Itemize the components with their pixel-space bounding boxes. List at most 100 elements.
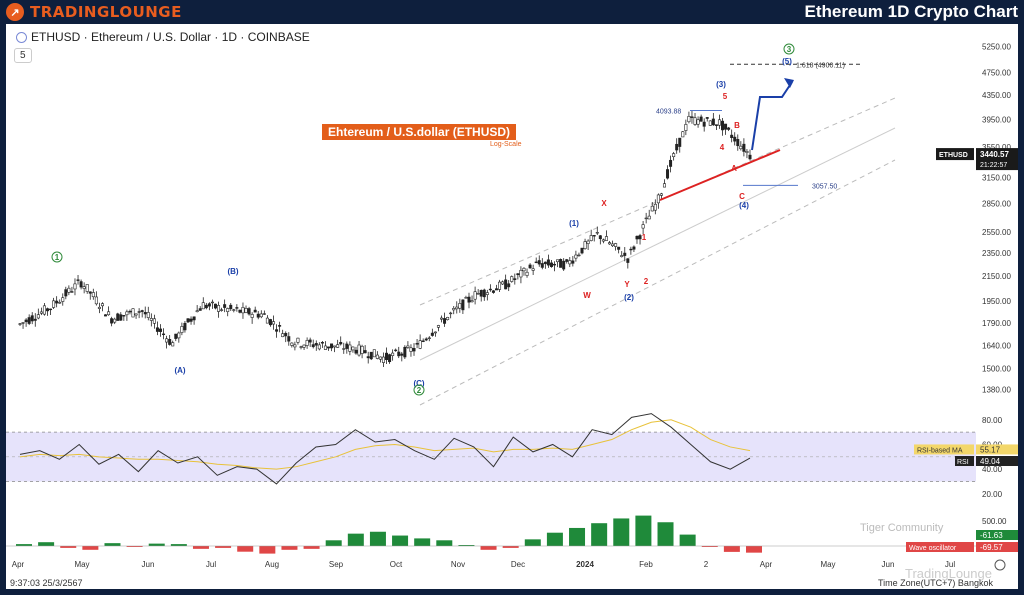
candle-body xyxy=(571,260,575,264)
candle-body xyxy=(278,325,282,327)
candle-body xyxy=(620,255,624,258)
candle-body xyxy=(727,127,731,130)
candle-body xyxy=(281,333,285,338)
candle-body xyxy=(436,325,440,328)
candle-body xyxy=(259,313,263,318)
candle-body xyxy=(366,356,370,359)
oscillator-bar xyxy=(679,534,696,546)
annotation-subtitle: Log-Scale xyxy=(490,141,522,148)
candle-body xyxy=(421,340,425,342)
wave-label: 1 xyxy=(55,253,60,262)
price-axis-tick: 1790.00 xyxy=(982,319,1011,328)
candle-body xyxy=(375,354,379,359)
candle-body xyxy=(253,309,257,313)
candle-body xyxy=(363,350,367,354)
candle-body xyxy=(235,307,239,309)
oscillator-bar xyxy=(502,546,519,548)
rsi-ma-label: RSI-based MA xyxy=(917,447,963,454)
price-axis-tick: 1500.00 xyxy=(982,364,1011,373)
candle-body xyxy=(592,235,596,237)
candle-body xyxy=(293,344,297,348)
candle-body xyxy=(189,318,193,322)
candle-body xyxy=(476,293,480,295)
oscillator-bar xyxy=(591,523,608,546)
candle-body xyxy=(684,124,688,131)
candle-body xyxy=(210,301,214,304)
candle-body xyxy=(268,319,272,326)
wave-label: 3 xyxy=(787,45,792,54)
symbol-info[interactable]: ETHUSD · Ethereum / U.S. Dollar · 1D · C… xyxy=(16,30,310,44)
candle-body xyxy=(583,241,587,249)
candle-body xyxy=(748,154,752,160)
rsi-axis-tick: 20.00 xyxy=(982,490,1003,499)
red-trendline xyxy=(659,149,781,201)
candle-body xyxy=(656,194,660,204)
candle-body xyxy=(94,296,98,305)
candle-body xyxy=(556,259,560,263)
candle-body xyxy=(641,224,645,229)
candle-body xyxy=(385,352,389,361)
oscillator-bar xyxy=(170,544,187,546)
candle-body xyxy=(244,308,248,313)
candle-body xyxy=(461,299,465,311)
candles-group xyxy=(18,110,752,368)
channel-lower-line xyxy=(419,159,896,406)
rsi-ma-line xyxy=(19,419,751,470)
oscillator-bar xyxy=(480,546,497,550)
candle-body xyxy=(409,347,413,352)
time-axis-tick: 2024 xyxy=(576,560,594,569)
symbol-tag: ETHUSD xyxy=(939,152,968,159)
candle-body xyxy=(696,119,700,125)
candle-body xyxy=(326,346,330,349)
oscillator-bar xyxy=(215,546,232,548)
candle-body xyxy=(305,340,309,346)
candle-body xyxy=(604,236,608,241)
rsi-axis-tick: 40.00 xyxy=(982,465,1003,474)
candle-body xyxy=(635,235,639,240)
candle-body xyxy=(708,120,712,126)
candle-body xyxy=(730,134,734,138)
candle-body xyxy=(323,345,327,350)
symbol-tag-bg xyxy=(936,148,974,161)
oscillator-bar xyxy=(546,532,563,546)
candle-body xyxy=(348,344,352,352)
candle-body xyxy=(174,333,178,339)
time-axis-tick: May xyxy=(74,560,89,569)
candle-body xyxy=(559,259,563,268)
candle-body xyxy=(91,292,95,298)
candle-body xyxy=(107,311,111,316)
candle-body xyxy=(171,342,175,347)
candle-body xyxy=(711,118,715,126)
wave-label: A xyxy=(731,164,737,173)
candle-body xyxy=(339,342,343,345)
candle-body xyxy=(122,315,126,317)
candle-body xyxy=(296,337,300,343)
indicator-count-badge[interactable]: 5 xyxy=(14,48,32,63)
time-axis-tick: Jun xyxy=(882,560,895,569)
candle-body xyxy=(265,317,269,324)
candle-body xyxy=(24,319,28,323)
candle-body xyxy=(345,343,349,349)
candle-body xyxy=(510,276,514,282)
candle-body xyxy=(351,346,355,351)
candle-body xyxy=(149,318,153,321)
price-axis-tick: 2850.00 xyxy=(982,199,1011,208)
candle-body xyxy=(638,235,642,240)
candle-body xyxy=(354,349,358,354)
candle-body xyxy=(226,308,230,312)
oscillator-bar xyxy=(192,546,209,549)
candle-body xyxy=(736,139,740,147)
wave-label: 4 xyxy=(720,143,725,152)
candle-body xyxy=(391,352,395,356)
candle-body xyxy=(58,301,62,304)
timezone-selector[interactable]: Time Zone(UTC+7) Bangkok xyxy=(878,578,993,588)
candle-body xyxy=(577,254,581,257)
candle-body xyxy=(721,120,725,131)
candle-body xyxy=(146,312,150,318)
candle-body xyxy=(675,143,679,151)
candle-body xyxy=(342,348,346,350)
candle-body xyxy=(49,308,53,311)
header-bar: ↗ TRADINGLOUNGE Ethereum 1D Crypto Chart xyxy=(0,0,1024,24)
candle-body xyxy=(504,279,508,290)
